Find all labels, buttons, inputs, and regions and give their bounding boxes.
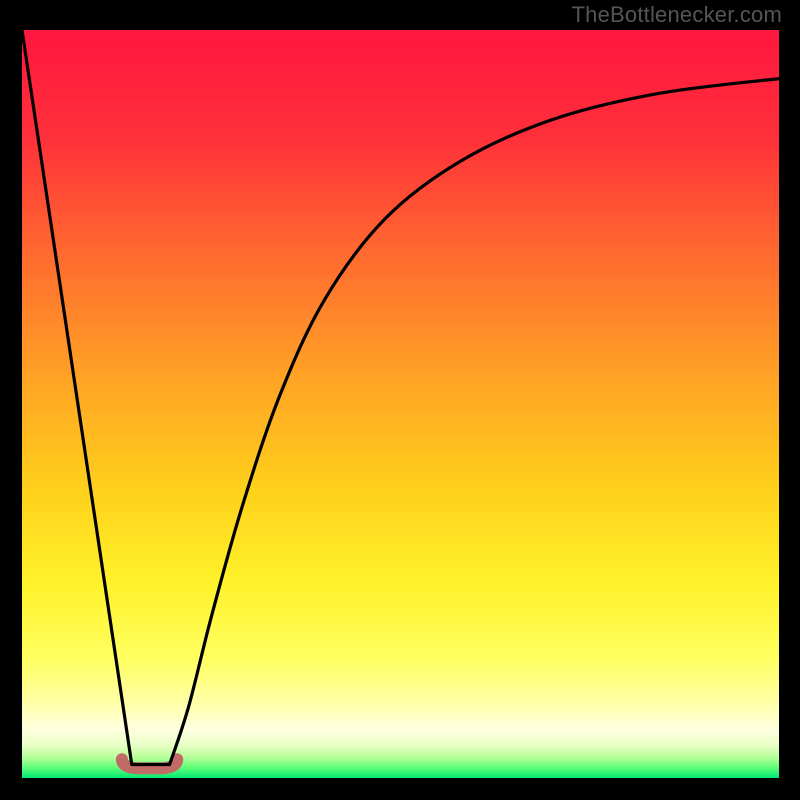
watermark-text: TheBottlenecker.com bbox=[572, 2, 782, 28]
bottleneck-chart bbox=[0, 0, 800, 800]
plot-background bbox=[22, 30, 779, 778]
